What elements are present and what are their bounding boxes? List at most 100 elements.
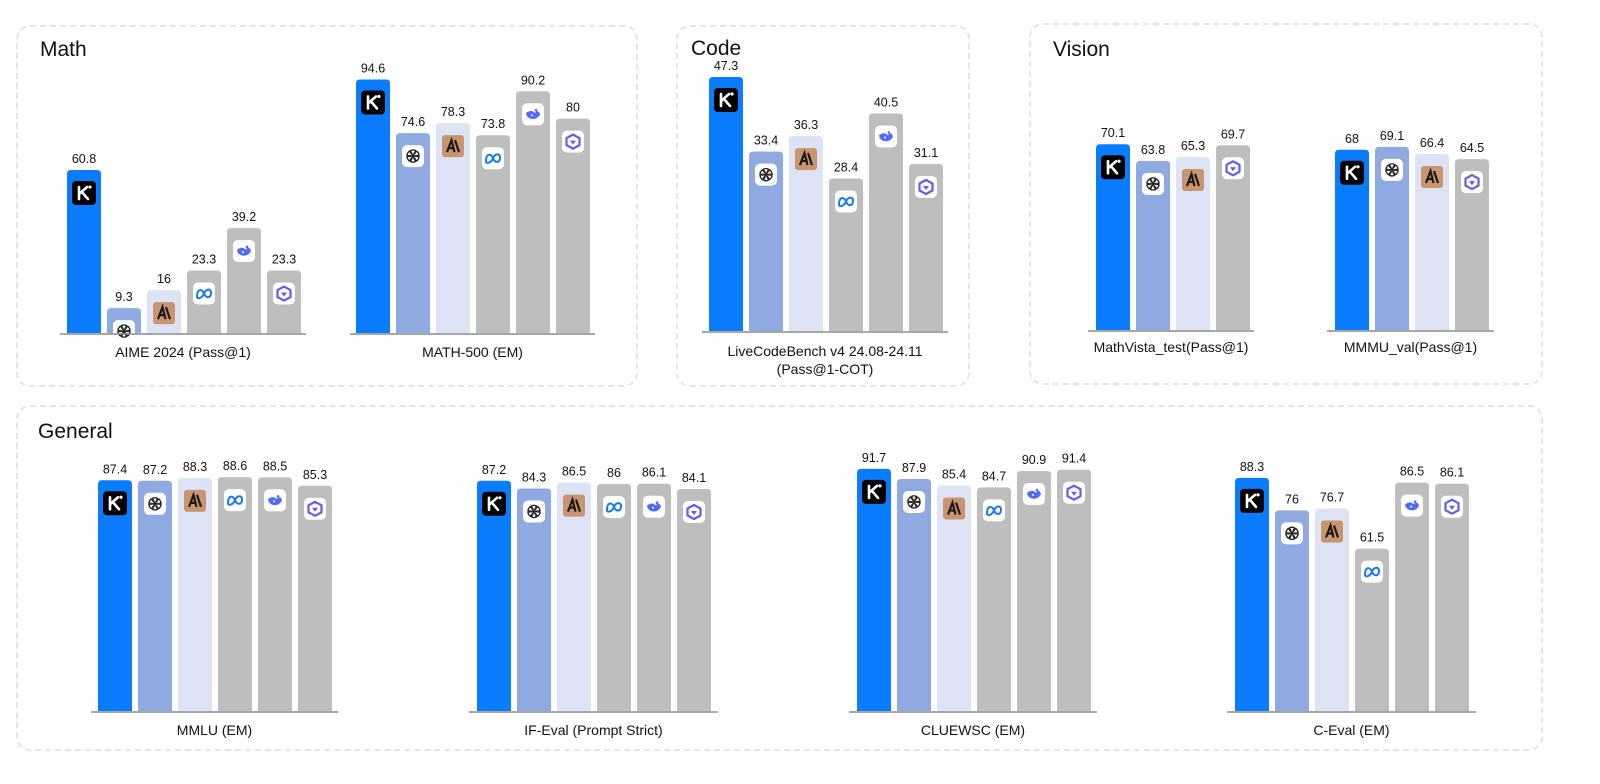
x-axis-label: C-Eval (EM) bbox=[1313, 722, 1389, 738]
data-label: 84.3 bbox=[522, 470, 546, 484]
data-label: 68 bbox=[1345, 132, 1359, 146]
data-label: 91.7 bbox=[862, 451, 886, 465]
data-label: 64.5 bbox=[1460, 141, 1484, 155]
code-section-title: Code bbox=[691, 37, 742, 60]
data-label: 16 bbox=[157, 272, 171, 286]
x-axis-label: MathVista_test(Pass@1) bbox=[1094, 339, 1249, 355]
bar bbox=[709, 76, 743, 332]
chart-7: 91.7 87.9 85.4 84.7 90.9 91.4 CLUEWSC (EM) bbox=[849, 451, 1097, 738]
data-label: 86.1 bbox=[1440, 466, 1464, 480]
deepseek-logo-icon bbox=[1023, 483, 1045, 506]
data-label: 70.1 bbox=[1101, 126, 1125, 140]
vision-section-title: Vision bbox=[1053, 38, 1110, 61]
bar bbox=[749, 151, 783, 331]
bar bbox=[677, 488, 711, 711]
anthropic-logo-icon bbox=[795, 148, 817, 171]
code-panel bbox=[676, 25, 970, 387]
qwen-logo-icon bbox=[1063, 481, 1085, 504]
openai-logo-icon bbox=[402, 145, 424, 168]
bar bbox=[1335, 149, 1369, 330]
meta-logo-icon bbox=[1361, 560, 1383, 583]
data-label: 86.1 bbox=[642, 466, 666, 480]
qwen-logo-icon bbox=[1461, 171, 1483, 194]
openai-logo-icon bbox=[1381, 158, 1403, 181]
kimi-logo-icon bbox=[1340, 160, 1364, 185]
data-label: 61.5 bbox=[1360, 531, 1384, 545]
qwen-logo-icon bbox=[562, 130, 584, 153]
bar bbox=[1455, 159, 1489, 330]
vision-panel bbox=[1029, 23, 1543, 385]
kimi-logo-icon bbox=[1240, 488, 1264, 513]
data-label: 88.6 bbox=[223, 459, 247, 473]
meta-logo-icon bbox=[983, 499, 1005, 522]
bar bbox=[218, 477, 252, 711]
data-label: 90.2 bbox=[521, 73, 545, 87]
deepseek-logo-icon bbox=[264, 489, 286, 512]
data-label: 85.3 bbox=[303, 468, 327, 482]
data-label: 86.5 bbox=[1400, 465, 1424, 479]
bar bbox=[789, 136, 823, 331]
anthropic-logo-icon bbox=[153, 302, 175, 325]
data-label: 65.3 bbox=[1181, 139, 1205, 153]
bar bbox=[1375, 146, 1409, 330]
data-label: 94.6 bbox=[361, 61, 385, 75]
data-label: 85.4 bbox=[942, 468, 966, 482]
openai-logo-icon bbox=[903, 490, 925, 513]
bar bbox=[98, 480, 132, 711]
deepseek-logo-icon bbox=[875, 125, 897, 148]
data-label: 87.2 bbox=[143, 463, 167, 477]
math-section-title: Math bbox=[40, 38, 87, 61]
data-label: 88.3 bbox=[1240, 460, 1264, 474]
data-label: 31.1 bbox=[914, 146, 938, 160]
chart-5: 87.4 87.2 88.3 88.6 88.5 85.3 MMLU (EM) bbox=[91, 459, 338, 738]
bar bbox=[857, 468, 891, 711]
bar bbox=[1017, 471, 1051, 711]
data-label: 87.2 bbox=[482, 463, 506, 477]
meta-logo-icon bbox=[224, 489, 246, 512]
x-axis-label: AIME 2024 (Pass@1) bbox=[115, 344, 251, 360]
meta-logo-icon bbox=[482, 147, 504, 170]
bar bbox=[556, 118, 590, 333]
chart-3: 70.1 63.8 65.3 69.7 MathVista_test(Pass@1) bbox=[1088, 126, 1254, 355]
bar bbox=[1435, 483, 1469, 711]
bar bbox=[476, 135, 510, 333]
bar bbox=[1057, 469, 1091, 711]
bar bbox=[516, 91, 550, 333]
general-panel bbox=[16, 405, 1543, 751]
qwen-logo-icon bbox=[304, 497, 326, 520]
general-section-title: General bbox=[38, 420, 113, 443]
bar bbox=[829, 178, 863, 331]
data-label: 84.1 bbox=[682, 471, 706, 485]
bar bbox=[517, 488, 551, 711]
anthropic-logo-icon bbox=[1182, 168, 1204, 191]
openai-logo-icon bbox=[1281, 522, 1303, 545]
deepseek-logo-icon bbox=[1401, 494, 1423, 517]
data-label: 36.3 bbox=[794, 118, 818, 132]
openai-logo-icon bbox=[1142, 172, 1164, 195]
x-axis-label: CLUEWSC (EM) bbox=[921, 722, 1025, 738]
deepseek-logo-icon bbox=[643, 495, 665, 518]
math-panel bbox=[16, 25, 638, 387]
bar bbox=[1176, 156, 1210, 330]
bar bbox=[909, 163, 943, 331]
kimi-logo-icon bbox=[862, 479, 886, 504]
data-label: 40.5 bbox=[874, 96, 898, 110]
bar bbox=[937, 485, 971, 711]
bar bbox=[298, 485, 332, 711]
data-label: 88.3 bbox=[183, 460, 207, 474]
anthropic-logo-icon bbox=[943, 497, 965, 520]
x-axis-label-line2: (Pass@1-COT) bbox=[777, 361, 874, 377]
qwen-logo-icon bbox=[683, 500, 705, 523]
data-label: 84.7 bbox=[982, 469, 1006, 483]
kimi-logo-icon bbox=[72, 181, 96, 206]
kimi-logo-icon bbox=[714, 87, 738, 112]
data-label: 33.4 bbox=[754, 134, 778, 148]
data-label: 90.9 bbox=[1022, 453, 1046, 467]
anthropic-logo-icon bbox=[184, 489, 206, 512]
x-axis-label: IF-Eval (Prompt Strict) bbox=[524, 722, 662, 738]
bar bbox=[436, 123, 470, 333]
qwen-logo-icon bbox=[1222, 157, 1244, 180]
bar bbox=[637, 483, 671, 711]
bar bbox=[1315, 508, 1349, 711]
